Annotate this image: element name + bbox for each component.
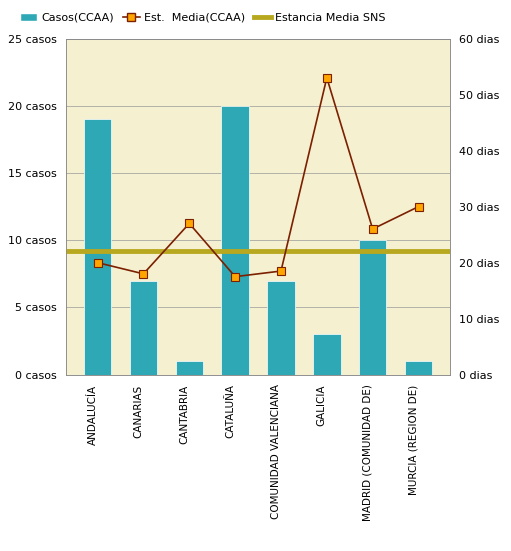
Bar [359,240,386,375]
Bar [313,334,340,375]
Bar [221,106,249,375]
Legend: Casos(CCAA), Est.  Media(CCAA), Estancia Media SNS: Casos(CCAA), Est. Media(CCAA), Estancia … [16,8,390,27]
Bar [267,280,295,375]
Bar [176,361,203,375]
Bar [84,119,111,375]
Bar [405,361,432,375]
Bar [130,280,157,375]
